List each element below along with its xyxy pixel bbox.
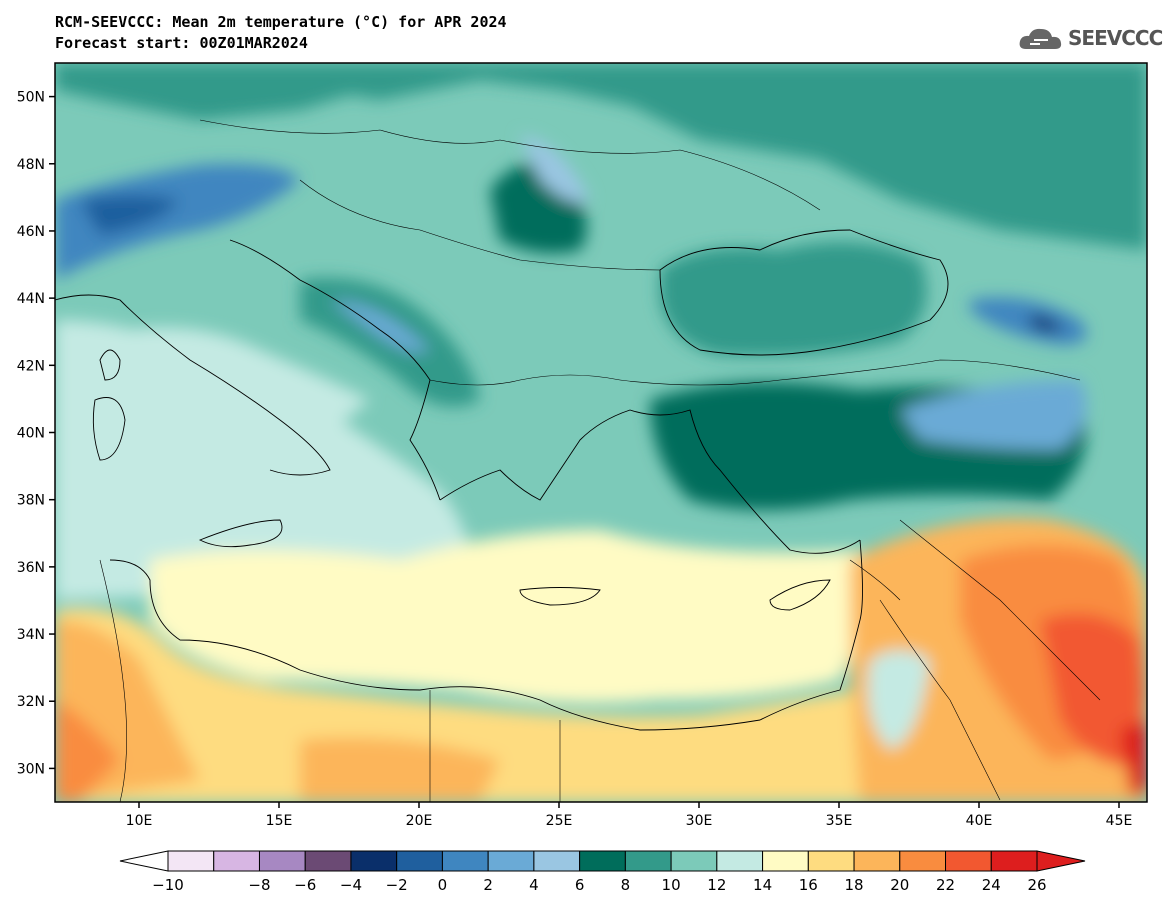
colorbar-label: −6 — [294, 876, 316, 894]
colorbar-swatch — [899, 850, 947, 872]
lat-tick-label: 46N — [17, 224, 45, 240]
colorbar-swatch — [990, 850, 1038, 872]
lon-tick-label: 10E — [126, 813, 153, 829]
colorbar-under-arrow — [119, 850, 169, 872]
lat-tick-label: 44N — [17, 291, 45, 307]
colorbar-swatch — [716, 850, 764, 872]
colorbar-swatch — [807, 850, 855, 872]
colorbar-label: 16 — [799, 876, 818, 894]
cloud-icon — [1019, 28, 1062, 49]
colorbar-label: 20 — [890, 876, 909, 894]
colorbar-swatch — [945, 850, 992, 872]
lat-tick-label: 36N — [17, 560, 45, 576]
lat-tick-label: 50N — [17, 90, 45, 106]
colorbar-label: −2 — [386, 876, 408, 894]
colorbar-label: −4 — [340, 876, 362, 894]
colorbar-label: 0 — [438, 876, 448, 894]
colorbar-swatch — [441, 850, 489, 872]
lon-tick-label: 45E — [1106, 813, 1133, 829]
colorbar-label: 4 — [529, 876, 539, 894]
colorbar-swatch — [396, 850, 443, 872]
coastlines — [55, 229, 949, 731]
colorbar-label: −8 — [248, 876, 270, 894]
temperature-field — [55, 63, 1147, 802]
colorbar-swatch — [670, 850, 718, 872]
colorbar-swatch — [853, 850, 901, 872]
colorbar-swatch — [167, 850, 215, 872]
colorbar-swatch — [213, 850, 260, 872]
longitude-ticks: 10E 15E 20E 25E 30E 35E 40E 45E — [126, 802, 1133, 829]
lon-tick-label: 35E — [826, 813, 853, 829]
lat-tick-label: 30N — [17, 761, 45, 777]
colorbar: −10 −8 −6 −4 −2 0 2 4 6 8 10 12 14 16 18 20 22 24 26 — [119, 850, 1086, 894]
colorbar-label: 2 — [483, 876, 493, 894]
logo-text: SEEVCCC — [1068, 26, 1163, 50]
latitude-ticks: 50N 48N 46N 44N 42N 40N 38N 36N 34N 32N 30N — [17, 90, 55, 777]
colorbar-label: 22 — [936, 876, 955, 894]
colorbar-over-arrow — [1036, 850, 1086, 872]
colorbar-label: 14 — [753, 876, 772, 894]
colorbar-label: 12 — [707, 876, 726, 894]
lon-tick-label: 25E — [546, 813, 573, 829]
colorbar-swatch — [350, 850, 398, 872]
forecast-start: Forecast start: 00Z01MAR2024 — [55, 34, 308, 52]
lat-tick-label: 48N — [17, 157, 45, 173]
colorbar-swatch — [258, 850, 306, 872]
lon-tick-label: 15E — [266, 813, 293, 829]
lon-tick-label: 20E — [406, 813, 433, 829]
colorbar-label: 10 — [662, 876, 681, 894]
colorbar-label: 18 — [845, 876, 864, 894]
lat-tick-label: 40N — [17, 426, 45, 442]
colorbar-label: 24 — [982, 876, 1001, 894]
lon-tick-label: 30E — [686, 813, 713, 829]
map-title: RCM-SEEVCCC: Mean 2m temperature (°C) fo… — [55, 13, 507, 31]
colorbar-label: 6 — [575, 876, 585, 894]
lat-tick-label: 38N — [17, 493, 45, 509]
colorbar-swatch — [533, 850, 581, 872]
lat-tick-label: 42N — [17, 358, 45, 374]
colorbar-label: −10 — [152, 876, 184, 894]
borders — [99, 119, 1101, 802]
lon-tick-label: 40E — [966, 813, 993, 829]
colorbar-swatch — [304, 850, 352, 872]
colorbar-swatch — [762, 850, 809, 872]
colorbar-label: 26 — [1027, 876, 1046, 894]
colorbar-swatch — [579, 850, 626, 872]
colorbar-swatch — [624, 850, 672, 872]
seevccc-logo: SEEVCCC — [1018, 24, 1163, 54]
lat-tick-label: 32N — [17, 694, 45, 710]
lat-tick-label: 34N — [17, 627, 45, 643]
colorbar-label: 8 — [621, 876, 631, 894]
colorbar-swatch — [487, 850, 535, 872]
